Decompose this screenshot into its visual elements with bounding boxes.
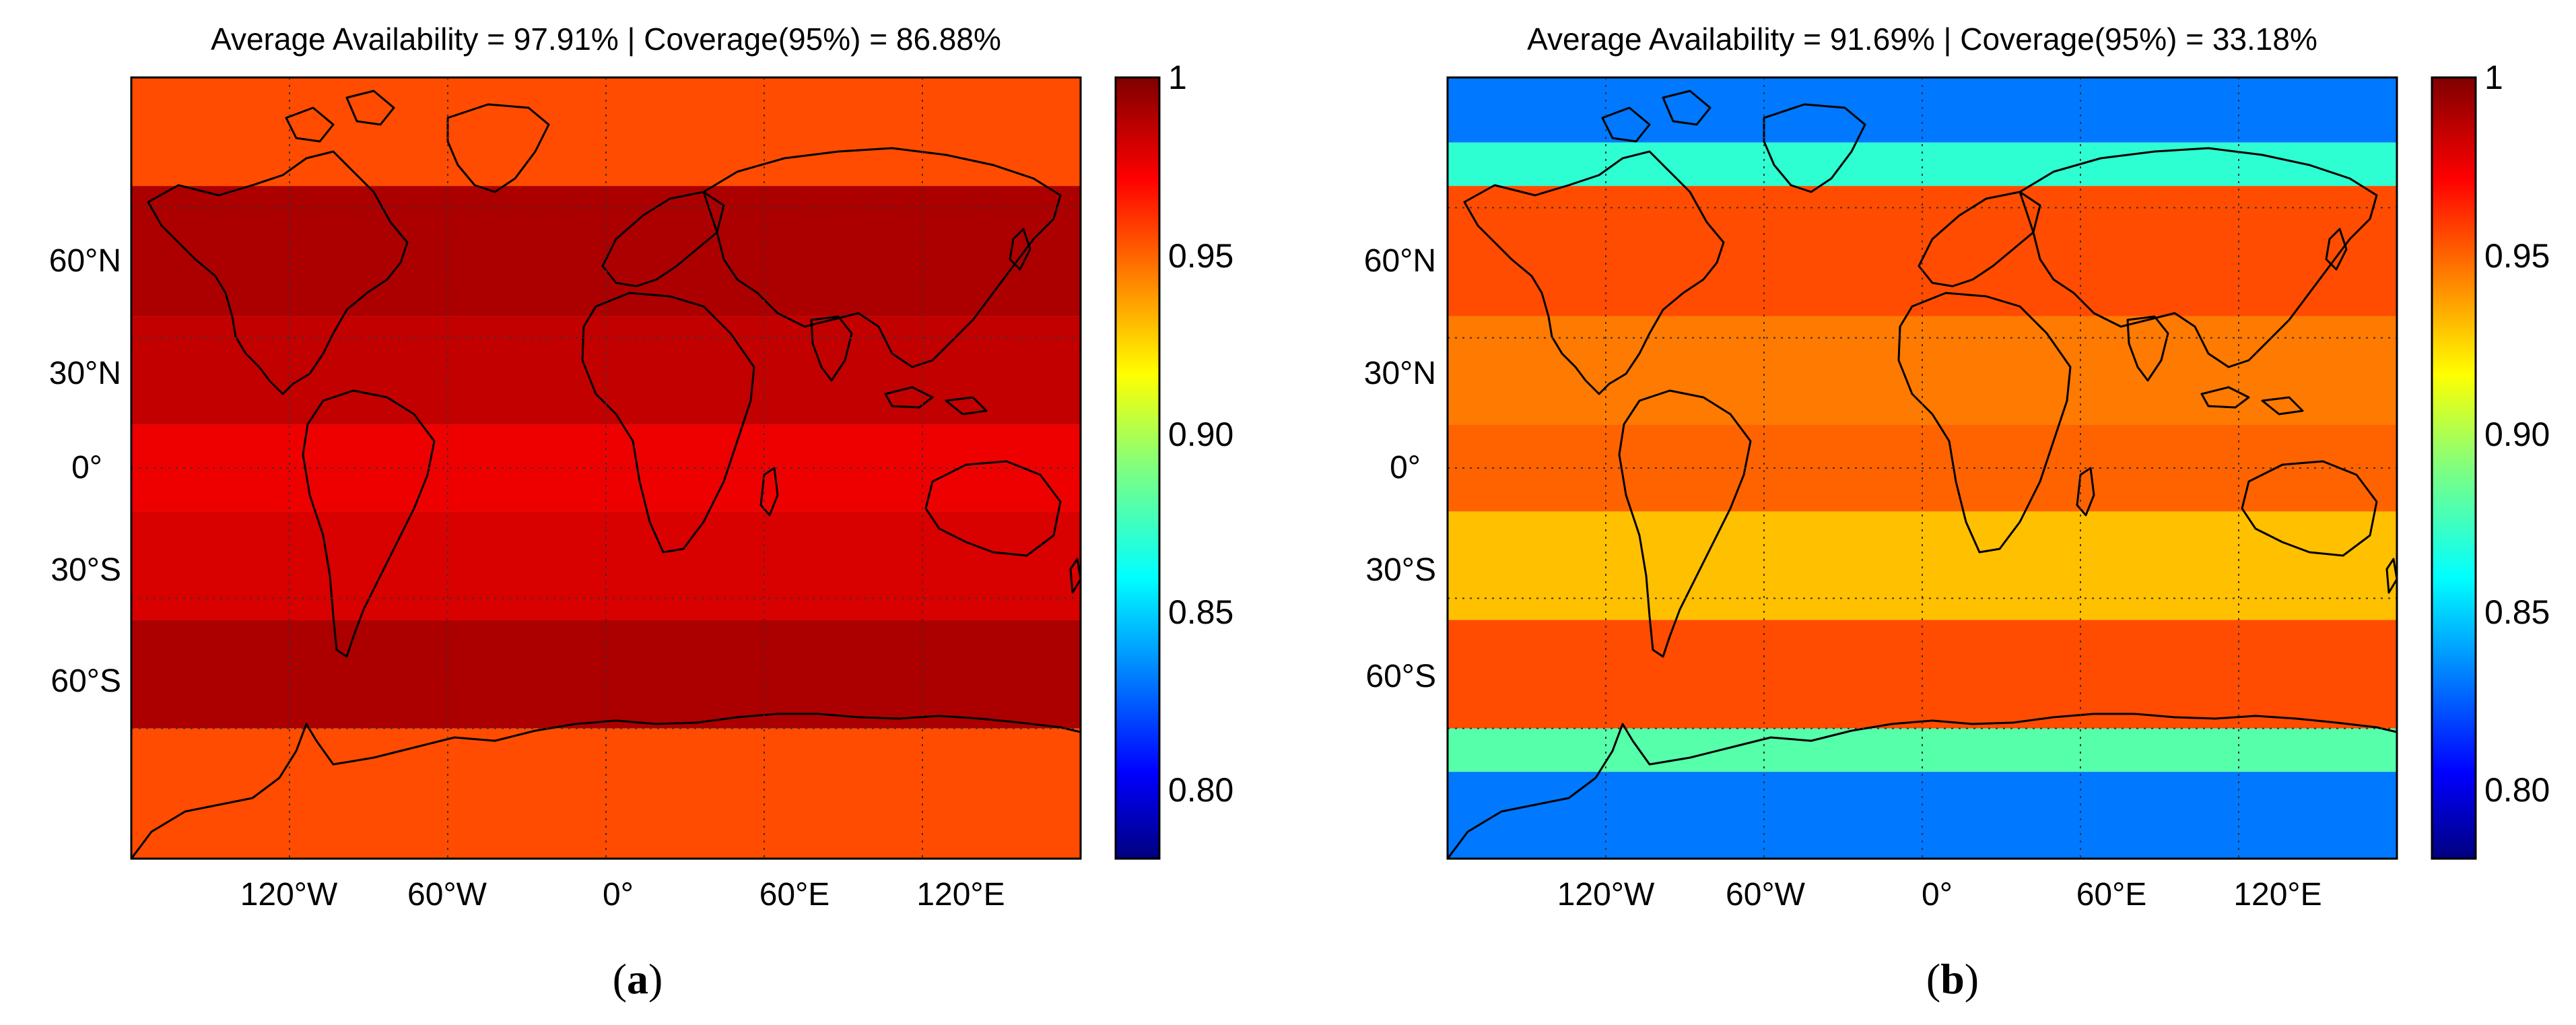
panel-b-xtick-label: 60°W	[1726, 877, 1806, 913]
panel-a-heat-band	[131, 186, 1081, 317]
panel-a-xtick-label: 120°E	[916, 877, 1005, 913]
panel-b-title: Average Availability = 91.69% | Coverage…	[1527, 22, 2317, 57]
panel-b-colorbar-tick: 0.95	[2484, 237, 2550, 275]
panel-a-colorbar-tick: 0.95	[1168, 237, 1233, 275]
panel-a-gridlines	[131, 77, 1081, 859]
panel-b-colorbar-scale	[2431, 76, 2477, 860]
panel-a-label: (a)	[613, 955, 663, 1003]
panel-b-x-axis: 120°W 60°W 0° 60°E 120°E	[1557, 877, 2322, 913]
panel-b-xtick-label: 0°	[1922, 877, 1953, 913]
panel-b-heat-band	[1448, 728, 2397, 772]
panel-a-letter: a	[627, 955, 648, 1003]
panel-a-ytick-label: 60°N	[49, 243, 121, 279]
panel-a-colorbar-tick: 0.85	[1168, 593, 1233, 631]
panel-b-xtick-label: 60°E	[2076, 877, 2147, 913]
panel-b-heat-band	[1448, 142, 2397, 187]
panel-a-xtick-label: 120°W	[240, 877, 338, 913]
panel-a-x-axis: 120°W 60°W 0° 60°E 120°E	[240, 877, 1005, 913]
panel-a-colorbar-scale	[1114, 76, 1161, 860]
panel-b-plot-frame	[1446, 76, 2398, 860]
panel-b-ytick-label: 30°S	[1365, 552, 1436, 588]
panel-a-colorbar-tick: 0.80	[1168, 771, 1233, 809]
panel-b-heat-band	[1448, 316, 2397, 425]
panel-b-letter: b	[1940, 955, 1965, 1003]
panel-b-colorbar-tick: 1	[2484, 59, 2503, 96]
panel-b-label: (b)	[1926, 955, 1979, 1003]
panel-a-colorbar-tick: 0.90	[1168, 416, 1233, 453]
panel-b-colorbar-tick: 0.90	[2484, 416, 2550, 453]
panel-b-xtick-label: 120°W	[1557, 877, 1655, 913]
panel-a-ytick-label: 30°S	[50, 552, 121, 588]
panel-b: Average Availability = 91.69% | Coverage…	[1364, 22, 2550, 1003]
panel-a-colorbar: 1 0.95 0.90 0.85 0.80	[1114, 59, 1233, 860]
panel-b-ytick-label: 60°S	[1365, 659, 1436, 694]
panel-b-ytick-label: 30°N	[1364, 356, 1436, 391]
panel-a-ytick-label: 0°	[71, 450, 102, 486]
panel-b-gridlines	[1448, 77, 2397, 859]
panel-b-colorbar: 1 0.95 0.90 0.85 0.80	[2431, 59, 2550, 860]
panel-a-ytick-label: 30°N	[49, 356, 121, 391]
panel-a-colorbar-tick: 1	[1168, 59, 1187, 96]
panel-a-plot-frame	[130, 76, 1082, 860]
panel-b-ytick-label: 60°N	[1364, 243, 1436, 279]
panel-b-heat-band	[1448, 186, 2397, 317]
panel-b-colorbar-tick: 0.85	[2484, 593, 2550, 631]
panel-a-xtick-label: 60°E	[759, 877, 830, 913]
panel-a: Average Availability = 97.91% | Coverage…	[49, 22, 1234, 1003]
panel-b-ytick-label: 0°	[1390, 450, 1421, 486]
panel-a-xtick-label: 60°W	[407, 877, 487, 913]
panel-a-heat-band	[131, 728, 1081, 859]
panel-b-heat-band	[1448, 77, 2397, 143]
panel-b-colorbar-tick: 0.80	[2484, 771, 2550, 809]
panel-a-y-axis: 60°N 30°N 0° 30°S 60°S	[49, 243, 121, 699]
panel-b-heatmap	[1446, 76, 2398, 860]
panel-a-xtick-label: 0°	[603, 877, 634, 913]
panel-b-y-axis: 60°N 30°N 0° 30°S 60°S	[1364, 243, 1436, 694]
panel-a-heatmap	[130, 76, 1082, 860]
panel-a-heat-band	[131, 620, 1081, 729]
panel-a-title: Average Availability = 97.91% | Coverage…	[211, 22, 1001, 57]
panel-b-xtick-label: 120°E	[2233, 877, 2321, 913]
panel-b-heat-band	[1448, 620, 2397, 729]
panel-a-heat-band	[131, 316, 1081, 425]
panel-a-ytick-label: 60°S	[50, 663, 121, 699]
panel-b-heat-band	[1448, 772, 2397, 859]
